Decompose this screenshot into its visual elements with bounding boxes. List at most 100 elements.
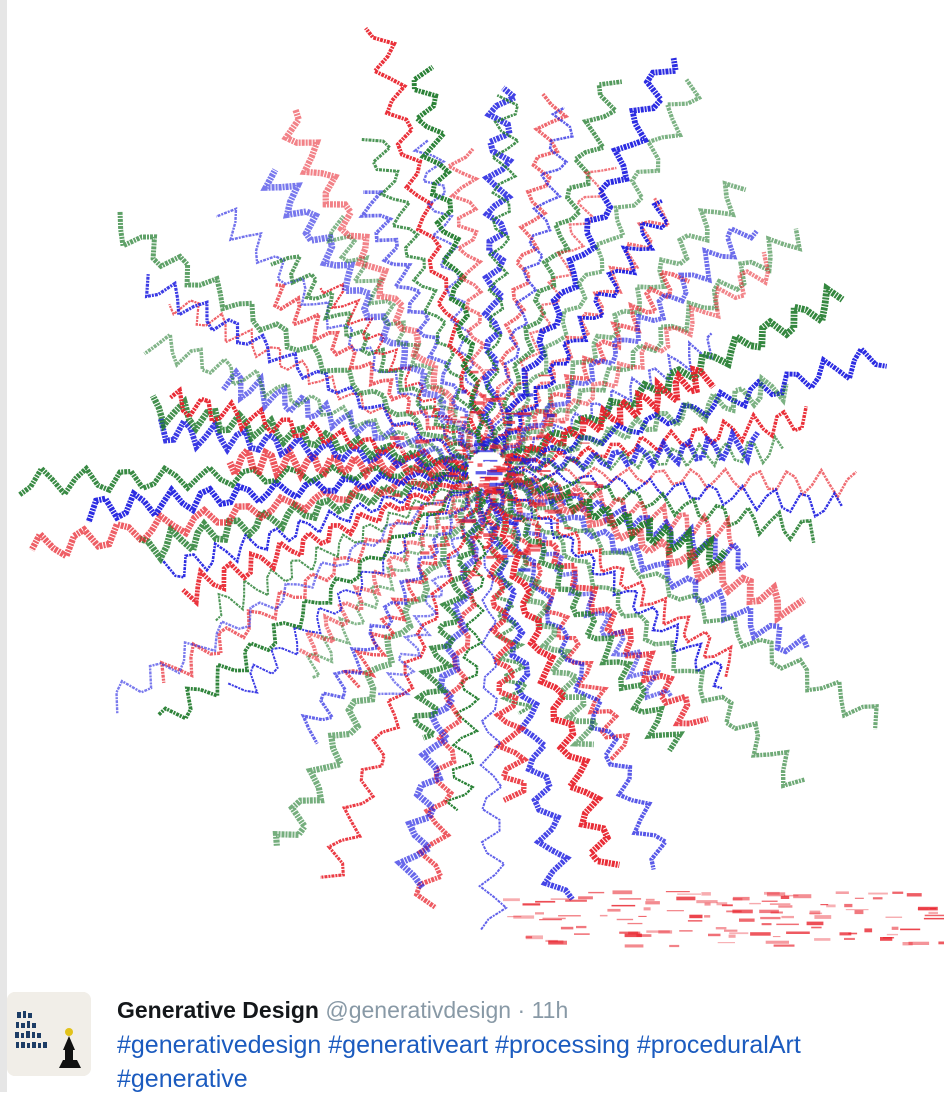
burst-core-fragment	[468, 461, 474, 463]
user-handle[interactable]: @generativdesign	[325, 997, 512, 1023]
band-fragment	[645, 898, 655, 901]
burst-core-fragment	[455, 422, 462, 426]
burst-core-fragment	[487, 431, 492, 434]
avatar[interactable]	[7, 992, 91, 1076]
burst-core-fragment	[449, 472, 456, 476]
burst-strand	[215, 207, 472, 460]
burst-strand	[505, 406, 808, 471]
band-fragment	[868, 892, 888, 895]
burst-core-fragment	[483, 545, 489, 550]
band-fragment	[854, 897, 864, 899]
hashtag-link[interactable]: #processing	[495, 1031, 630, 1059]
burst-core-fragment	[435, 499, 443, 502]
burst-core-fragment	[394, 493, 401, 496]
band-fragment	[721, 904, 733, 907]
hashtag-link[interactable]: #generativedesign	[117, 1031, 322, 1059]
band-fragment	[793, 894, 812, 899]
burst-strand	[168, 386, 468, 471]
burst-strand	[502, 480, 724, 690]
burst-core-fragment	[521, 458, 536, 462]
burst-strand	[117, 211, 472, 461]
tweet-content: Generative Design @generativdesign · 11h…	[117, 994, 924, 1096]
band-fragment	[624, 933, 642, 938]
display-name[interactable]: Generative Design	[117, 997, 319, 1023]
burst-strand	[506, 433, 784, 474]
burst-strand	[160, 472, 469, 579]
band-fragment	[729, 932, 749, 935]
burst-core-fragment	[577, 483, 586, 487]
band-fragment	[814, 938, 831, 941]
burst-core-fragment	[570, 493, 589, 495]
burst-core-fragment	[525, 520, 538, 524]
band-fragment	[766, 892, 786, 897]
burst-strand	[505, 469, 735, 551]
burst-core-fragment	[511, 446, 517, 448]
band-fragment	[548, 940, 564, 944]
burst-strand	[281, 109, 479, 456]
burst-core-fragment	[536, 434, 548, 438]
band-fragment	[891, 926, 899, 930]
burst-core-fragment	[388, 495, 402, 497]
burst-core-fragment	[489, 526, 498, 530]
band-fragment	[770, 911, 783, 914]
burst-core-fragment	[431, 478, 437, 481]
band-fragment	[619, 931, 639, 934]
band-fragment	[759, 909, 779, 914]
band-fragment	[576, 925, 587, 929]
burst-core-fragment	[499, 385, 506, 388]
burst-strand	[493, 486, 686, 753]
band-fragment	[918, 906, 938, 911]
burst-strand	[496, 196, 672, 455]
tweet-card[interactable]: Generative Design @generativdesign · 11h…	[7, 960, 944, 1093]
band-fragment	[666, 910, 684, 912]
band-fragment	[902, 942, 913, 946]
burst-core-fragment	[390, 436, 405, 440]
band-fragment	[704, 902, 711, 906]
burst-core-fragment	[423, 404, 437, 406]
burst-core-fragment	[513, 464, 527, 467]
band-fragment	[599, 914, 608, 917]
band-fragment	[938, 941, 944, 945]
band-fragment	[619, 898, 642, 900]
band-fragment	[645, 901, 660, 905]
burst-core-fragment	[495, 450, 501, 454]
burst-core-fragment	[412, 430, 425, 432]
burst-core-fragment	[541, 420, 556, 422]
burst-core-fragment	[560, 421, 566, 424]
burst-core-fragment	[536, 470, 551, 472]
band-fragment	[928, 911, 938, 914]
band-fragment	[624, 944, 644, 948]
band-fragment	[701, 892, 711, 896]
burst-core-fragment	[489, 482, 498, 487]
band-fragment	[845, 909, 869, 911]
hashtag-link[interactable]: #generative	[117, 1065, 248, 1093]
burst-core-fragment	[448, 485, 455, 488]
burst-core-fragment	[508, 471, 513, 473]
burst-strand	[270, 253, 474, 458]
tweet-timestamp[interactable]: 11h	[531, 997, 569, 1023]
band-fragment	[776, 923, 799, 926]
burst-core-fragment	[500, 480, 507, 483]
band-fragment	[835, 891, 849, 894]
burst-core-fragment	[511, 473, 524, 477]
band-fragment	[627, 922, 643, 925]
band-fragment	[781, 915, 794, 919]
burst-core-fragment	[518, 412, 532, 416]
burst-core-fragment	[475, 471, 487, 475]
hashtag-link[interactable]: #generativeart	[328, 1031, 489, 1059]
band-fragment	[900, 928, 921, 931]
band-fragment	[885, 916, 903, 918]
band-fragment	[535, 912, 544, 915]
burst-core-fragment	[461, 389, 467, 394]
burst-core-fragment	[506, 477, 523, 481]
tweet-media-image[interactable]	[7, 0, 944, 960]
burst-strand	[480, 85, 521, 451]
burst-strand	[412, 139, 489, 451]
band-fragment	[677, 893, 701, 895]
band-fragment	[761, 923, 772, 926]
band-fragment	[854, 910, 864, 915]
burst-core-fragment	[493, 465, 501, 468]
band-fragment	[558, 915, 581, 917]
band-fragment	[811, 926, 822, 929]
hashtag-link[interactable]: #proceduralArt	[636, 1031, 801, 1059]
